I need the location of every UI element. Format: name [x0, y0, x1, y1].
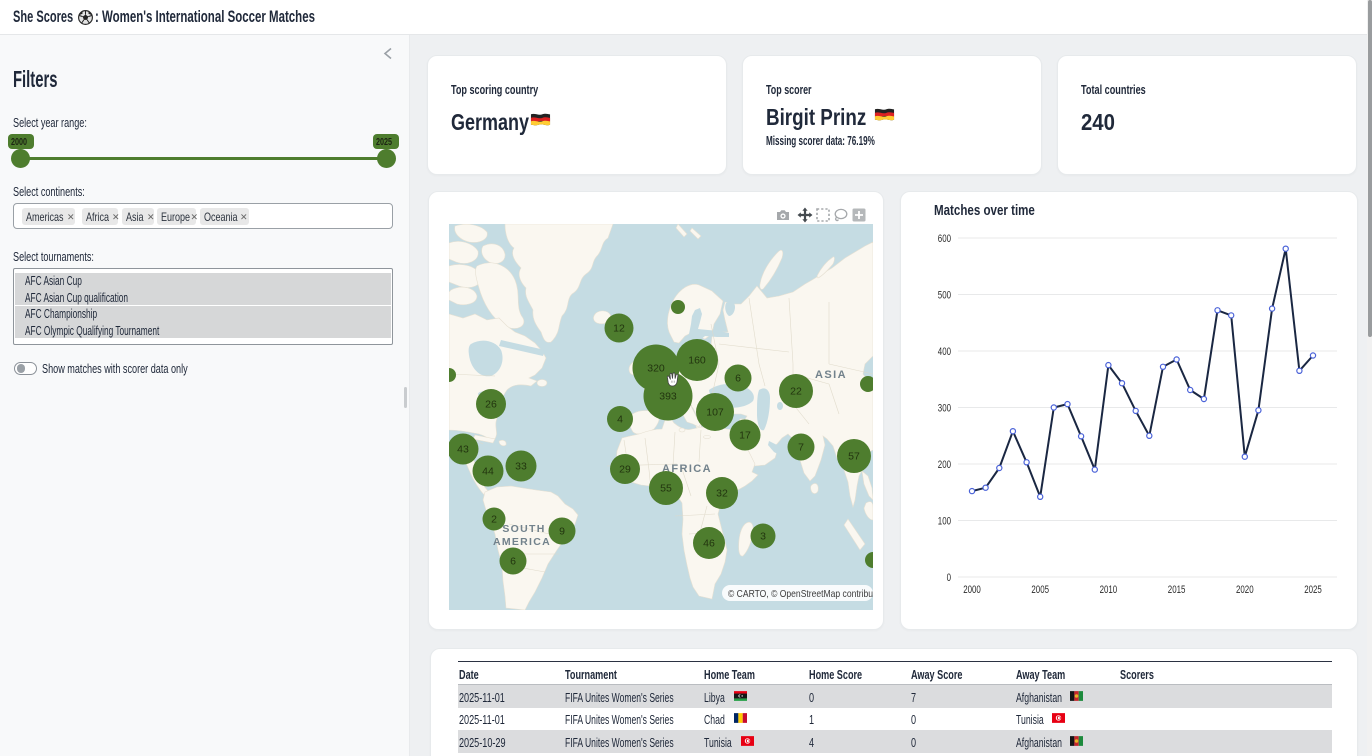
svg-text:2015: 2015: [1168, 584, 1186, 597]
svg-text:32: 32: [716, 488, 728, 500]
svg-text:© CARTO, © OpenStreetMap contr: © CARTO, © OpenStreetMap contribu: [728, 588, 873, 600]
svg-text:300: 300: [938, 402, 951, 415]
svg-text:2: 2: [491, 514, 497, 526]
svg-text:0: 0: [947, 572, 951, 585]
svg-text:9: 9: [559, 526, 565, 538]
svg-text:57: 57: [848, 451, 860, 463]
svg-text:3: 3: [760, 531, 766, 543]
svg-text:7: 7: [798, 442, 804, 454]
svg-text:44: 44: [482, 466, 494, 478]
svg-text:22: 22: [790, 386, 802, 398]
svg-text:4: 4: [617, 414, 623, 426]
svg-text:17: 17: [739, 430, 751, 442]
svg-text:393: 393: [659, 391, 677, 403]
svg-text:100: 100: [938, 515, 951, 528]
svg-text:AFRICA: AFRICA: [662, 463, 712, 475]
svg-text:500: 500: [938, 289, 951, 302]
svg-text:600: 600: [938, 233, 951, 246]
svg-text:6: 6: [735, 373, 741, 385]
svg-text:43: 43: [457, 444, 469, 456]
svg-text:12: 12: [613, 323, 625, 335]
svg-text:160: 160: [688, 355, 706, 367]
svg-text:400: 400: [938, 346, 951, 359]
svg-text:33: 33: [515, 461, 527, 473]
svg-text:2010: 2010: [1100, 584, 1118, 597]
svg-text:200: 200: [938, 459, 951, 472]
svg-text:107: 107: [706, 407, 724, 419]
svg-text:55: 55: [660, 483, 672, 495]
svg-text:AMERICA: AMERICA: [493, 536, 551, 548]
svg-text:2005: 2005: [1031, 584, 1049, 597]
svg-text:46: 46: [703, 538, 715, 550]
svg-text:2000: 2000: [963, 584, 981, 597]
svg-text:26: 26: [485, 399, 497, 411]
svg-text:6: 6: [510, 556, 516, 568]
svg-text:320: 320: [647, 363, 665, 375]
svg-text:SOUTH: SOUTH: [502, 523, 545, 535]
svg-text:ASIA: ASIA: [815, 369, 847, 381]
svg-text:2025: 2025: [1304, 584, 1322, 597]
svg-text:2020: 2020: [1236, 584, 1254, 597]
svg-text:29: 29: [619, 464, 631, 476]
